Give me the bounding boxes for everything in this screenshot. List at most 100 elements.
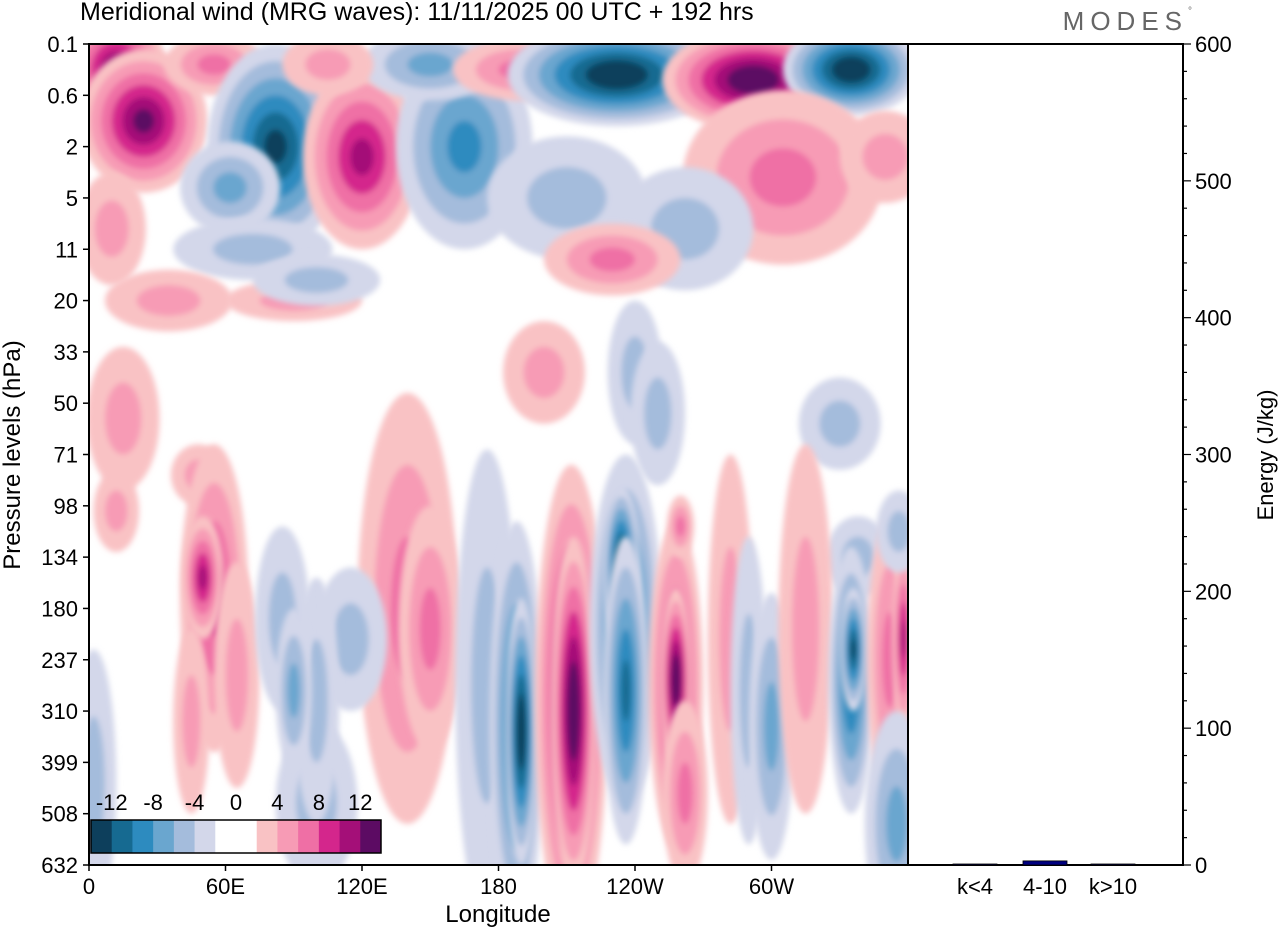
energy-category-label: 4-10 [1023,874,1067,899]
x-tick-label: 60W [749,874,794,899]
contour-blob [302,64,422,250]
contour-blob [839,110,908,204]
contour-band [644,377,672,450]
energy-categories: k<4 4-10 k>10 [957,874,1137,899]
contour-blob [503,321,585,424]
modes-logo: MODES° [1063,6,1192,37]
x-tick-label: 0 [83,874,95,899]
colorbar-label: -8 [143,790,163,815]
colorbar-label: 8 [313,790,325,815]
brand-text: MODES [1062,6,1188,36]
y-tick-label: 71 [54,443,78,468]
contour-band [104,490,128,532]
contour-band [862,133,908,180]
energy-frame [907,43,1184,866]
brand-mark: ° [1188,6,1192,17]
colorbar-label: 0 [230,790,242,815]
energy-panel: 0 100 200 300 400 500 600 k<4 4-10 k>10 Energy (… [907,32,1278,899]
colorbar-swatch [194,820,216,853]
y-tick-label: 632 [41,853,78,878]
contour-band [675,516,686,537]
chart-title: Meridional wind (MRG waves): 11/11/2025 … [80,0,754,26]
contour-band [518,712,524,751]
contour-blob [798,377,881,470]
contour-blob [104,269,233,332]
y-tick-label: 180 [41,596,78,621]
contour-blob [550,536,597,865]
contour-band [407,52,453,77]
energy-tick-label: 600 [1195,32,1232,57]
contour-band [791,536,820,722]
colorbar-swatch [277,820,299,853]
energy-category-label: k<4 [957,874,993,899]
contour-band [104,382,142,455]
energy-axis: 0 100 200 300 400 500 600 [1183,32,1232,878]
contour-blob [603,536,649,845]
contour-blob [630,341,686,486]
contour-band [89,716,105,850]
energy-tick-label: 0 [1195,853,1207,878]
contour-band [332,603,369,676]
contour-band [287,663,300,718]
contour-field [89,44,908,865]
energy-bar [1090,863,1136,866]
y-axis-label: Pressure levels (hPa) [0,340,26,569]
contour-blob [507,44,726,127]
colorbar: -12 -8 -4 0 4 8 12 [90,790,382,854]
contour-band [198,565,207,590]
contour-blob [876,490,908,573]
contour-blob [505,598,538,865]
contour-band [419,587,441,671]
contour-band [305,49,351,80]
contour-blob [180,141,281,234]
colorbar-swatch [215,820,237,853]
contour-blob [662,700,708,865]
energy-bar [952,863,998,866]
y-tick-label: 11 [55,237,78,262]
contour-band [182,675,201,768]
y-tick-label: 50 [54,391,78,416]
contour-blob [778,444,833,814]
x-tick-label: 120E [336,874,387,899]
contour-band [589,247,635,272]
contour-band [94,200,129,257]
colorbar-swatch [173,820,196,853]
contour-blob [89,649,117,865]
contour-band [763,681,780,771]
energy-axis-label: Energy (J/kg) [1253,390,1278,521]
contour-band [132,108,155,133]
contour-band [212,233,293,265]
colorbar-swatch [318,820,341,853]
contour-band [350,138,374,176]
energy-tick-label: 100 [1195,716,1232,741]
y-tick-label: 2 [66,135,78,160]
contour-band [136,285,201,316]
y-tick-label: 33 [54,340,78,365]
contour-band [197,54,231,75]
y-tick-label: 310 [41,699,78,724]
energy-bar [1022,860,1068,866]
contour-band [601,67,633,83]
energy-tick-label: 300 [1195,443,1232,468]
contour-blob [252,254,381,306]
contour-blob [839,587,868,712]
contour-blob [864,711,908,865]
colorbar-swatch [339,820,361,853]
contour-blob [182,516,224,640]
contour-band [264,129,287,164]
x-tick-label: 180 [480,874,517,899]
contour-blob [275,608,312,773]
contour-band [447,120,482,173]
y-tick-label: 134 [41,545,78,570]
contour-band [886,786,908,862]
colorbar-swatch [360,820,382,853]
contour-blob [214,562,260,789]
y-tick-label: 237 [41,648,78,673]
y-tick-label: 399 [41,750,78,775]
colorbar-label: -12 [96,790,128,815]
colorbar-swatch [236,820,258,853]
contour-blob [93,469,140,552]
contour-blob [398,505,463,753]
contour-band [677,762,693,824]
y-tick-label: 98 [54,494,78,519]
